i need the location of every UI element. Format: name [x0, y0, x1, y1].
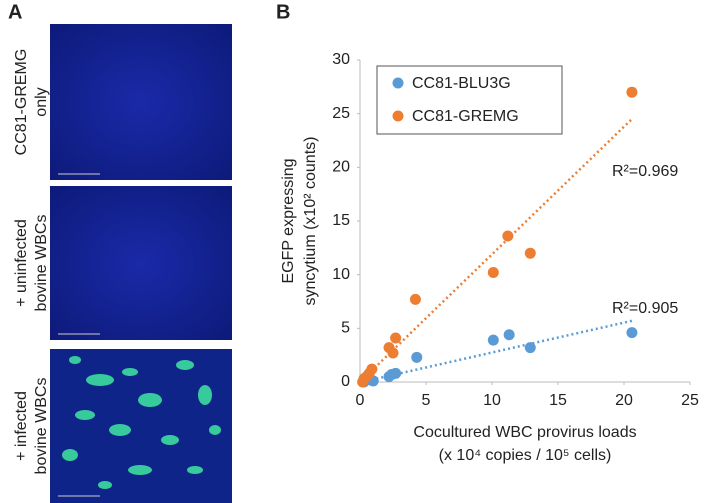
point	[390, 367, 402, 379]
image-caption: bovine WBCs	[33, 215, 50, 312]
x-tick-label: 5	[422, 392, 431, 409]
r2-annotation: R²=0.905	[612, 300, 678, 317]
y-tick-label: 5	[341, 320, 350, 337]
y-tick-label: 30	[332, 51, 350, 68]
y-tick-label: 15	[332, 212, 350, 229]
image-caption: + infected	[13, 391, 30, 461]
trendline	[359, 118, 633, 383]
x-tick-label: 25	[681, 392, 699, 409]
y-tick-label: 25	[332, 105, 350, 122]
panel-label: A	[8, 1, 22, 23]
y-axis-label: syncytium (x10² counts)	[302, 137, 319, 306]
image-caption: only	[33, 87, 50, 116]
point	[524, 247, 536, 259]
point	[503, 329, 515, 341]
legend-label: CC81-BLU3G	[412, 75, 511, 92]
y-tick-label: 20	[332, 159, 350, 176]
point	[626, 327, 638, 339]
point	[390, 332, 402, 344]
panel-label: B	[276, 1, 290, 23]
x-tick-label: 0	[356, 392, 365, 409]
r2-annotation: R²=0.969	[612, 163, 678, 180]
trendline	[366, 319, 633, 383]
y-tick-label: 0	[341, 373, 350, 390]
image-caption: bovine WBCs	[33, 378, 50, 475]
y-tick-label: 10	[332, 266, 350, 283]
point	[366, 363, 378, 375]
point	[626, 86, 638, 98]
point	[524, 342, 536, 354]
point	[487, 334, 499, 346]
legend-box	[376, 65, 563, 135]
micrograph	[50, 349, 232, 503]
y-axis-label: EGFP expressing	[280, 158, 297, 283]
legend-marker	[392, 110, 404, 122]
x-tick-label: 10	[483, 392, 501, 409]
x-tick-label: 15	[549, 392, 567, 409]
legend-label: CC81-GREMG	[412, 108, 519, 125]
image-caption: CC81-GREMG	[13, 49, 30, 156]
point	[502, 230, 514, 242]
point	[409, 293, 421, 305]
point	[387, 347, 399, 359]
legend-marker	[392, 77, 404, 89]
point	[411, 351, 423, 363]
micrograph	[50, 186, 232, 340]
point	[487, 267, 499, 279]
micrograph	[50, 24, 232, 180]
x-tick-label: 20	[615, 392, 633, 409]
image-caption: + uninfected	[13, 219, 30, 307]
x-axis-label: (x 10⁴ copies / 10⁵ cells)	[439, 447, 612, 464]
x-axis-label: Cocultured WBC provirus loads	[413, 424, 636, 441]
